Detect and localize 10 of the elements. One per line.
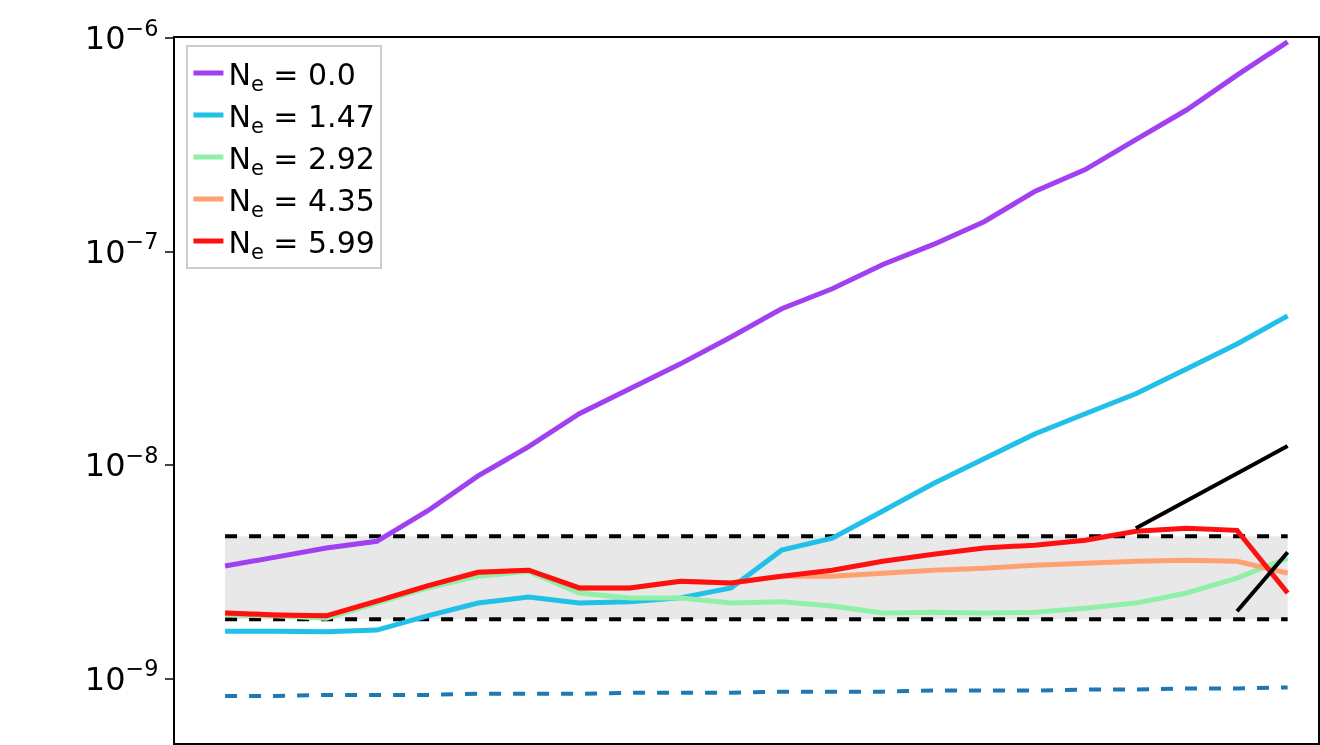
y-tick-label: 10$^{−7}$ bbox=[84, 228, 159, 271]
y-tick-label: 10$^{−9}$ bbox=[84, 655, 159, 698]
legend-label: N$_{e}$ = 1.47 bbox=[228, 98, 375, 139]
y-tick-label: 10$^{−8}$ bbox=[84, 441, 159, 485]
legend-label: N$_{e}$ = 5.99 bbox=[228, 224, 375, 265]
y-tick-label: 10$^{−6}$ bbox=[84, 14, 159, 58]
legend-label: N$_{e}$ = 4.35 bbox=[228, 182, 375, 223]
legend-label: N$_{e}$ = 0.0 bbox=[228, 56, 356, 97]
legend-label: N$_{e}$ = 2.92 bbox=[228, 140, 375, 181]
line-series bbox=[223, 685, 1290, 698]
